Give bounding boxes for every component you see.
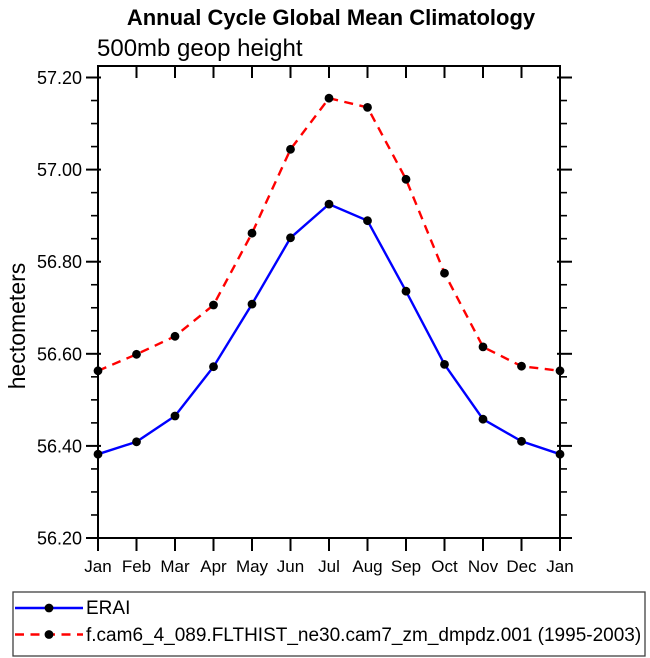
series-marker-0	[401, 286, 411, 296]
x-tick-label: Feb	[122, 557, 151, 576]
x-tick-label: Nov	[468, 557, 499, 576]
series-marker-1	[517, 361, 526, 371]
series-marker-1	[478, 342, 488, 352]
series-marker-1	[324, 93, 334, 103]
series-marker-0	[440, 360, 449, 369]
x-tick-label: Jan	[546, 557, 573, 576]
legend: ERAI f.cam6_4_089.FLTHIST_ne30.cam7_zm_d…	[12, 591, 646, 657]
series-marker-1	[555, 366, 565, 376]
series-marker-0	[478, 414, 488, 424]
series-line-1	[97, 96, 561, 372]
legend-box	[12, 591, 646, 657]
legend-marker-erai	[44, 603, 54, 613]
plot-series	[93, 93, 565, 459]
chart-title: Annual Cycle Global Mean Climatology	[127, 5, 536, 30]
series-marker-0	[363, 216, 372, 226]
series-marker-0	[517, 436, 526, 446]
chart-subtitle: 500mb geop height	[97, 35, 303, 62]
y-tick-label: 57.20	[37, 68, 82, 88]
series-marker-0	[324, 199, 334, 209]
legend-label-erai: ERAI	[86, 598, 130, 619]
series-marker-1	[170, 331, 180, 341]
x-tick-label: Jun	[277, 557, 304, 576]
series-marker-1	[93, 366, 103, 376]
legend-item-erai: ERAI	[15, 598, 130, 619]
legend-marker-model	[44, 630, 54, 639]
x-tick-label: Oct	[431, 557, 458, 576]
x-tick-label: Jan	[84, 557, 111, 576]
x-tick-label: Sep	[391, 557, 421, 576]
series-marker-0	[93, 449, 103, 459]
series-marker-1	[440, 268, 449, 278]
series-marker-1	[401, 174, 411, 184]
x-tick-label: Apr	[200, 557, 227, 576]
y-tick-label: 57.00	[37, 160, 82, 180]
series-marker-1	[132, 349, 141, 359]
x-tick-label: Mar	[160, 557, 190, 576]
plot-frame	[97, 65, 561, 539]
series-marker-0	[170, 411, 180, 421]
series-marker-1	[209, 300, 218, 310]
legend-label-model: f.cam6_4_089.FLTHIST_ne30.cam7_zm_dmpdz.…	[86, 625, 641, 646]
x-tick-label: Jul	[318, 557, 340, 576]
series-marker-1	[286, 144, 295, 154]
x-tick-label: Aug	[352, 557, 382, 576]
series-marker-0	[555, 449, 565, 459]
y-tick-label: 56.40	[37, 436, 82, 456]
x-tick-label: Dec	[506, 557, 537, 576]
y-tick-label: 56.60	[37, 344, 82, 364]
series-marker-0	[209, 362, 218, 372]
y-tick-label: 56.80	[37, 252, 82, 272]
series-marker-1	[363, 103, 372, 112]
series-marker-0	[247, 299, 257, 309]
series-marker-0	[286, 233, 295, 243]
legend-item-model: f.cam6_4_089.FLTHIST_ne30.cam7_zm_dmpdz.…	[15, 625, 641, 646]
series-line-0	[97, 202, 561, 456]
series-marker-0	[132, 437, 141, 447]
y-tick-label: 56.20	[37, 529, 82, 549]
series-marker-1	[247, 228, 257, 238]
y-axis-label: hectometers	[4, 263, 30, 390]
x-tick-label: May	[236, 557, 269, 576]
